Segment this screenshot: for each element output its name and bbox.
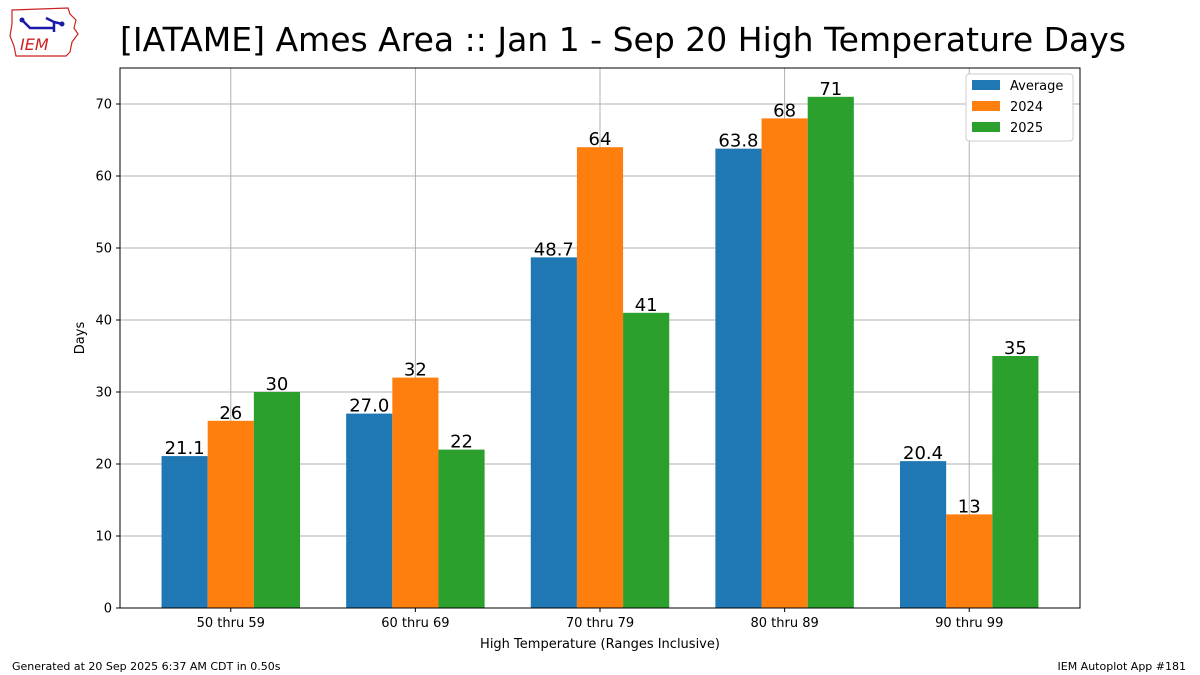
x-tick-label: 80 thru 89 (750, 616, 818, 631)
bar-2025 (623, 312, 670, 608)
bar-value-label: 22 (450, 432, 473, 453)
bar-value-label: 48.7 (534, 239, 574, 260)
y-tick-label: 40 (95, 314, 112, 329)
legend: Average 2024 2025 (965, 73, 1074, 142)
x-axis-label: High Temperature (Ranges Inclusive) (480, 637, 720, 652)
bar-average (900, 461, 947, 608)
x-tick-label: 90 thru 99 (935, 616, 1003, 631)
iowa-state-outline-icon: IEM (9, 7, 79, 57)
bar-value-label: 20.4 (903, 443, 943, 464)
bar-value-label: 41 (635, 295, 658, 316)
x-tick-label: 70 thru 79 (566, 616, 634, 631)
bar-average (346, 413, 393, 608)
generated-timestamp: Generated at 20 Sep 2025 6:37 AM CDT in … (12, 660, 281, 673)
bar-value-label: 26 (219, 403, 242, 424)
bar-value-label: 21.1 (165, 438, 205, 459)
bar-value-label: 13 (958, 496, 981, 517)
bar-average (161, 456, 208, 608)
y-tick-label: 70 (95, 98, 112, 113)
bar-value-label: 71 (819, 79, 842, 100)
bar-value-label: 68 (773, 100, 796, 121)
y-tick-label: 30 (95, 386, 112, 401)
bar-2024 (207, 420, 254, 608)
legend-label: Average (1010, 79, 1063, 94)
bar-2024 (392, 377, 439, 608)
chart-title: [IATAME] Ames Area :: Jan 1 - Sep 20 Hig… (120, 20, 1126, 59)
y-tick-label: 60 (95, 170, 112, 185)
y-tick-label: 0 (104, 602, 112, 617)
bar-value-label: 35 (1004, 338, 1027, 359)
bar-average (715, 148, 762, 608)
legend-swatch (972, 122, 1000, 132)
data-labels: 21.1 27.0 48.7 63.8 20.4 26 32 64 68 13 30 22 41 71 35 (165, 79, 1027, 518)
bar-2024 (761, 118, 808, 609)
bar-2024 (946, 514, 993, 608)
y-tick-label: 20 (95, 458, 112, 473)
legend-swatch (972, 80, 1000, 90)
y-tick-label: 50 (95, 242, 112, 257)
app-id-label: IEM Autoplot App #181 (1057, 660, 1187, 673)
bar-2025 (992, 356, 1039, 608)
axes: 0 10 20 30 40 50 60 70 50 thru 59 60 thru 69 70 th… (95, 98, 1003, 632)
bar-value-label: 27.0 (349, 396, 389, 417)
bar-value-label: 64 (589, 129, 612, 150)
legend-swatch (972, 101, 1000, 111)
x-tick-label: 50 thru 59 (197, 616, 265, 631)
legend-label: 2024 (1010, 100, 1043, 115)
bar-value-label: 63.8 (718, 131, 758, 152)
bar-2025 (253, 392, 300, 608)
x-tick-label: 60 thru 69 (381, 616, 449, 631)
bar-value-label: 32 (404, 360, 427, 381)
logo-text: IEM (20, 35, 49, 54)
y-axis-label: Days (73, 322, 88, 355)
bars (161, 96, 1039, 609)
y-tick-label: 10 (95, 530, 112, 545)
iem-logo: IEM (8, 6, 82, 60)
bar-2025 (807, 96, 854, 609)
bar-2025 (438, 449, 485, 608)
legend-label: 2025 (1010, 121, 1043, 136)
bar-2024 (576, 147, 624, 608)
bar-average (530, 257, 577, 608)
bar-value-label: 30 (265, 374, 288, 395)
